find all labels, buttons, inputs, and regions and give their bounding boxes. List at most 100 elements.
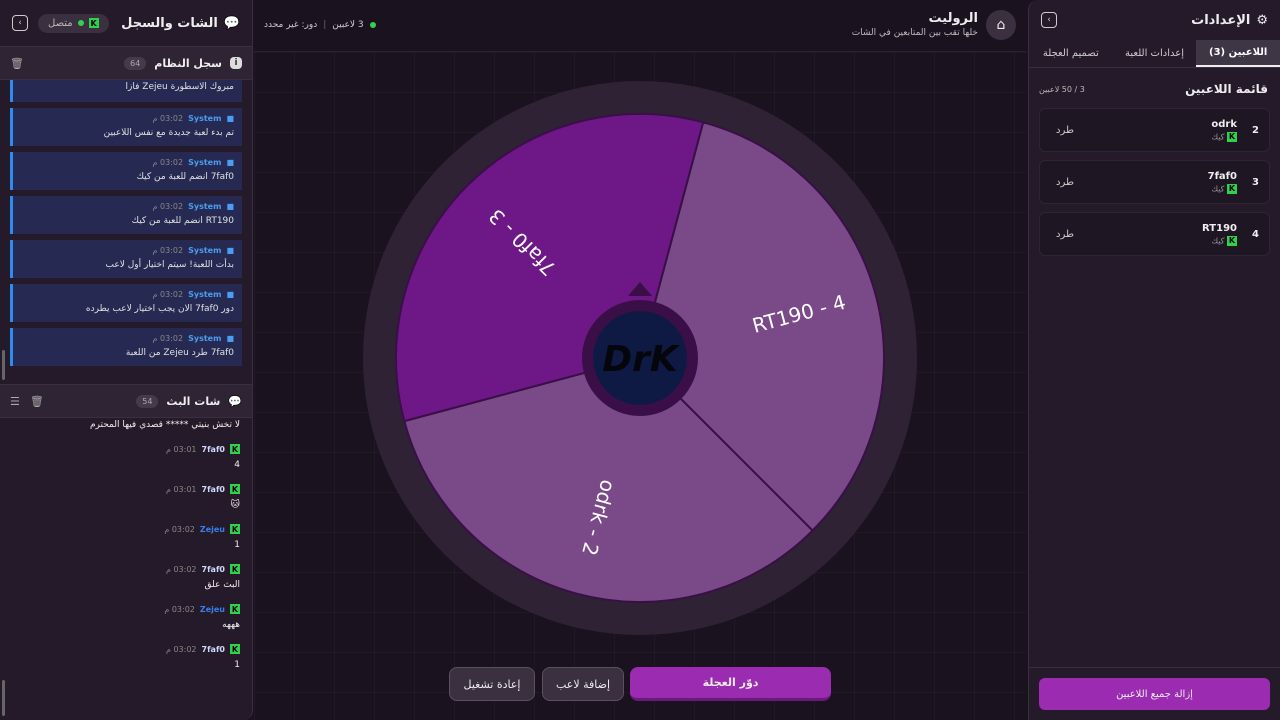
chat-time: 03:02 م [165,564,197,574]
log-time: 03:02 م [152,246,184,255]
log-entry: مبروك الاسطورة Zejeu فازا [10,80,242,102]
player-row: 3 7faf0 K كيك طرد [1039,160,1270,204]
log-text: 7faf0 طرد Zejeu من اللعبة [125,348,234,358]
player-row: 2 odrk K كيك طرد [1039,108,1270,152]
chat-username[interactable]: Zejeu [199,604,225,614]
player-platform: كيك [1211,132,1225,141]
chat-username[interactable]: 7faf0 [201,444,226,454]
system-log-title: سجل النظام [154,56,222,70]
log-text: دور 7faf0 الان يجب اختيار لاعب يطرده [85,304,234,314]
collapse-panel-icon[interactable]: › [1041,12,1057,28]
remove-all-players-button[interactable]: إزالة جميع اللاعبين [1039,678,1270,710]
tab-players[interactable]: اللاعبين (3) [1196,40,1280,67]
page-title: الروليت [928,11,978,26]
add-player-button[interactable]: إضافة لاعب [542,667,624,701]
chat-message-text: 1 [234,540,240,550]
log-text: 7faf0 انضم للعبة من كيك [136,172,234,182]
kick-player-button[interactable]: طرد [1056,124,1074,136]
player-list: 2 odrk K كيك طرد 3 7faf0 K كيك طرد 4 RT190 K كيك طر… [1029,108,1280,256]
log-text: بدأت اللعبة! سيتم اختيار أول لاعب [105,260,235,270]
chat-username[interactable]: 7faf0 [201,484,226,494]
chat-username[interactable]: 7faf0 [201,564,226,574]
status-dot [77,20,84,26]
player-name: odrk [1211,118,1237,130]
log-text: تم بدء لعبة جديدة مع نفس اللاعبين [103,128,234,138]
scrollbar[interactable] [2,350,5,380]
chat-username[interactable]: Zejeu [199,524,225,534]
kick-player-button[interactable]: طرد [1056,176,1074,188]
log-entry: ■ System 03:02 م RT190 انضم للعبة من كيك [10,196,242,234]
system-icon: ■ [226,202,234,211]
log-time: 03:02 م [152,290,184,299]
player-platform: كيك [1211,184,1225,193]
logo-circle [593,311,687,405]
stream-chat-title: شات البث [166,394,221,408]
log-time: 03:02 م [152,114,184,123]
chat-panel-title: الشات والسجل [121,15,218,31]
collapse-panel-icon[interactable]: › [12,15,28,31]
kick-icon: K [230,444,240,454]
kick-icon: K [1227,183,1237,194]
player-number: 3 [1252,176,1259,188]
chat-message: K 7faf0 03:01 م 🐱 [12,484,240,510]
trash-icon[interactable]: 🗑 [10,56,24,70]
system-icon: ■ [226,158,234,167]
chat-username[interactable]: 7faf0 [201,644,226,654]
chat-message-text: 1 [234,660,240,670]
system-log-list[interactable]: مبروك الاسطورة Zejeu فازا ■ System 03:02 م ت… [0,80,252,384]
online-dot [369,22,376,28]
log-entry: ■ System 03:02 م 7faf0 طرد Zejeu من اللعبة [10,328,242,366]
top-bar: ⌂ الروليت خلها تقب بين المتابعين في الشا… [254,0,1026,52]
log-sender: System [188,290,222,299]
wheel-slice [403,356,814,603]
turn-status: دور: غير محدد [264,20,318,30]
chat-message: K Zejeu 03:02 م هههه [12,604,240,630]
kick-icon: K [230,564,240,574]
log-count-badge: 64 [124,56,147,70]
kick-player-button[interactable]: طرد [1056,228,1074,240]
log-entry: ■ System 03:02 م دور 7faf0 الان يجب اختيار … [10,284,242,322]
log-entry: ■ System 03:02 م بدأت اللعبة! سيتم اختيار أ… [10,240,242,278]
gear-icon: ⚙ [1256,12,1268,28]
kick-icon: K [230,484,240,494]
home-button[interactable]: ⌂ [986,10,1016,40]
player-name: RT190 [1202,222,1237,234]
log-time: 03:02 م [152,158,184,167]
player-number: 2 [1252,124,1259,136]
status-text: متصل [48,17,73,29]
stream-chat-list[interactable]: لا تخش بنيتي ***** قصدي فيها المحترم K 7f… [0,418,252,718]
align-icon[interactable]: ☰ [10,394,20,408]
log-entry: ■ System 03:02 م تم بدء لعبة جديدة مع نفس ا… [10,108,242,146]
chat-message-text: هههه [222,620,240,630]
log-sender: System [188,334,222,343]
scrollbar[interactable] [2,680,5,716]
spin-wheel-button[interactable]: دوّر العجلة [630,667,831,701]
player-row: 4 RT190 K كيك طرد [1039,212,1270,256]
pointer-icon [628,282,652,296]
settings-panel: ⚙ الإعدادات › اللاعبين (3) إعدادات اللعبة… [1028,0,1280,720]
chat-count-badge: 54 [136,394,159,408]
restart-button[interactable]: إعادة تشغيل [449,667,535,701]
chat-message: K Zejeu 03:02 م 1 [12,524,240,550]
tab-wheel-design[interactable]: تصميم العجلة [1042,48,1099,59]
chat-message-text: لا تخش بنيتي ***** قصدي فيها المحترم [89,420,240,430]
player-list-count: 3 / 50 لاعبين [1039,84,1085,94]
chat-message: K 7faf0 03:02 م 1 [12,644,240,670]
system-icon: ■ [226,114,234,123]
system-log-header: i سجل النظام 64 🗑 [0,46,252,80]
player-number: 4 [1252,228,1259,240]
chat-time: 03:02 م [164,604,195,614]
kick-icon: K [230,644,240,654]
tab-game-settings[interactable]: إعدادات اللعبة [1125,48,1184,59]
system-icon: ■ [226,290,234,299]
trash-icon[interactable]: 🗑 [29,394,44,408]
log-entry: ■ System 03:02 م 7faf0 انضم للعبة من كيك [10,152,242,190]
panel-title: 💬 الشات والسجل [121,16,240,31]
chat-message: K 7faf0 03:01 م 4 [12,444,240,470]
player-name: 7faf0 [1207,170,1237,182]
stream-chat-header: 💬 شات البث 54 🗑 ☰ [0,384,252,418]
log-sender: System [188,114,222,123]
chat-bubble-icon: 💬 [223,15,240,31]
log-sender: System [188,246,222,255]
